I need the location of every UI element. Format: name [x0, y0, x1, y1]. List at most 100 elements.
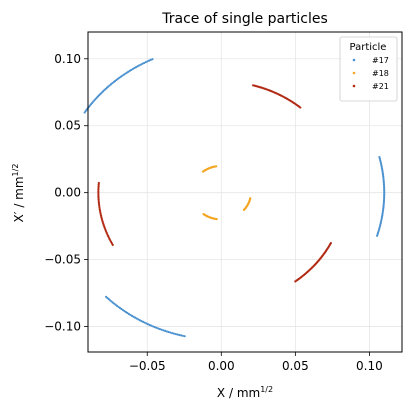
data-point [381, 209, 385, 212]
data-point [201, 170, 205, 173]
data-point [162, 329, 165, 332]
data-point [143, 61, 146, 65]
data-point [383, 196, 386, 199]
data-point [146, 323, 150, 326]
data-points [83, 58, 386, 338]
y-tick-label: −0.10 [44, 320, 81, 334]
data-point [383, 194, 386, 197]
y-tick-label: 0.10 [54, 52, 81, 66]
data-point [176, 333, 179, 336]
data-point [163, 329, 167, 333]
data-point [97, 193, 100, 196]
data-point [215, 218, 218, 221]
data-point [98, 204, 101, 208]
data-point [97, 196, 100, 199]
series-p18 [201, 165, 252, 221]
data-point [171, 331, 174, 335]
data-point [98, 206, 101, 209]
data-point [382, 181, 385, 184]
data-point [146, 60, 149, 63]
plot-frame [87, 31, 403, 353]
data-point [97, 183, 100, 186]
data-point [141, 62, 144, 65]
y-tick-label: 0.05 [54, 119, 81, 133]
x-tick-label: 0.05 [282, 359, 309, 373]
series-p21 [97, 84, 332, 283]
data-point [97, 188, 100, 191]
data-point [329, 242, 332, 245]
data-point [181, 334, 184, 337]
data-point [97, 203, 101, 206]
data-point [97, 199, 100, 203]
data-point [97, 185, 100, 188]
legend-title: Particle [350, 42, 387, 53]
data-point [383, 192, 386, 196]
data-point [382, 179, 385, 183]
data-point [183, 335, 186, 338]
data-point [83, 111, 86, 114]
data-point [178, 333, 181, 337]
x-axis-title: X / mm1/2 [217, 385, 273, 400]
data-point [157, 327, 160, 330]
data-point [151, 58, 154, 61]
y-axis-title-exp: 1/2 [11, 164, 20, 177]
x-axis-title-main: X / mm [217, 386, 260, 400]
data-point [252, 84, 255, 87]
x-axis-title-exp: 1/2 [260, 385, 273, 394]
legend: Particle #17 #18 #21 [339, 36, 398, 102]
data-point [97, 190, 100, 193]
data-point [158, 327, 161, 331]
data-point [97, 198, 100, 201]
data-point [150, 324, 153, 327]
data-point [111, 243, 114, 246]
data-point [160, 328, 163, 331]
data-point [151, 325, 155, 328]
data-point [381, 171, 384, 175]
data-point [382, 199, 386, 202]
legend-label: #18 [372, 69, 389, 78]
data-point [98, 208, 101, 211]
data-point [382, 204, 385, 207]
data-point [138, 319, 141, 322]
x-tick-label: −0.05 [129, 359, 166, 373]
data-point [167, 330, 170, 334]
data-point [382, 197, 386, 201]
y-axis-title-main: X′ / mm [12, 176, 26, 222]
data-point [382, 183, 386, 186]
legend-entries: #17 #18 #21 [352, 56, 389, 91]
legend-label: #21 [372, 82, 389, 91]
data-point [97, 201, 100, 204]
data-point [174, 332, 177, 336]
data-point [140, 319, 143, 323]
data-point [382, 176, 385, 179]
legend-label: #17 [372, 56, 389, 65]
data-point [97, 195, 100, 198]
data-point [148, 323, 151, 327]
y-tick-label: −0.05 [44, 253, 81, 267]
ticks: −0.05 0.00 0.05 0.10 −0.10 −0.05 0.00 0.05 0.10 [44, 52, 383, 373]
data-point [382, 205, 385, 209]
legend-marker [352, 58, 356, 62]
data-point [155, 326, 158, 329]
data-point [97, 186, 100, 189]
data-point [169, 331, 172, 334]
x-tick-label: 0.10 [356, 359, 383, 373]
data-point [382, 175, 385, 178]
data-point [382, 178, 385, 181]
data-point [382, 202, 385, 205]
data-point [381, 212, 384, 215]
data-point [143, 321, 146, 324]
data-point [383, 189, 386, 192]
data-point [149, 58, 152, 62]
data-point [382, 184, 386, 188]
y-axis-title: X′ / mm1/2 [11, 164, 26, 223]
data-point [179, 334, 183, 337]
data-point [382, 207, 385, 210]
data-point [383, 188, 386, 191]
data-point [153, 326, 156, 329]
legend-marker [352, 71, 356, 75]
data-point [165, 330, 168, 333]
data-point [383, 191, 386, 194]
y-tick-label: 0.00 [54, 186, 81, 200]
